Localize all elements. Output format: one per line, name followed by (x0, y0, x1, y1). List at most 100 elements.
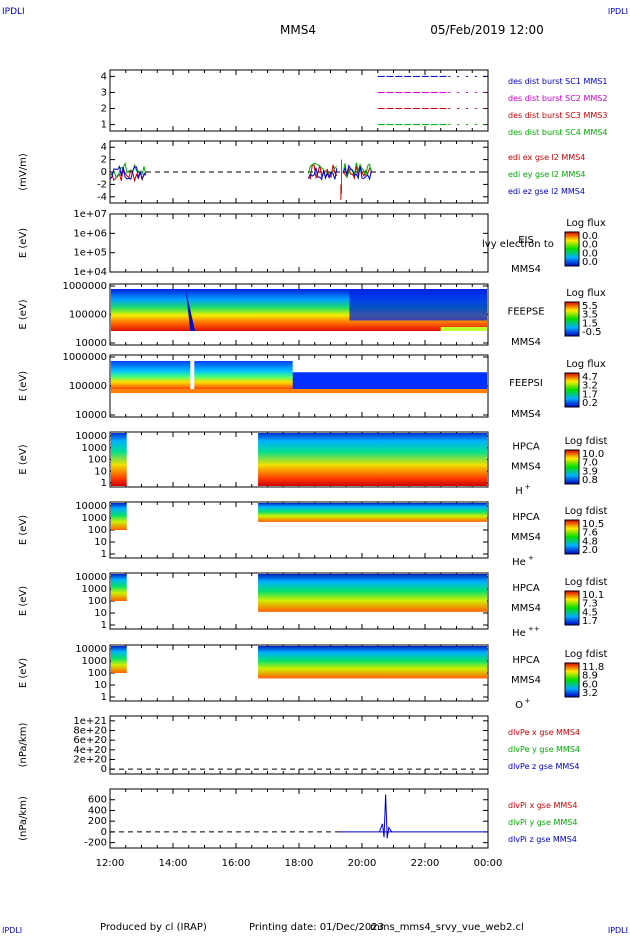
y-axis-label: (nPa/km) (18, 796, 29, 841)
edi-trace (342, 162, 372, 178)
colorbar (564, 662, 580, 698)
ytick-label: 100 (88, 525, 107, 536)
legend-entry: dlvPe y gse MMS4 (508, 745, 580, 754)
header-mission: MMS4 (280, 23, 316, 37)
footer-printing-date: Printing date: 01/Dec/2023 (249, 922, 384, 933)
legend-entry: des dist burst SC4 MMS4 (508, 128, 607, 137)
panel-feeps-ions: 1000000 100000 10000 E (eV) FEEPSI MMS4 Log fl… (18, 352, 606, 421)
ytick-label: 0 (101, 167, 107, 178)
species-label: He (512, 628, 526, 639)
colorbar-tick-label: 4.8 (582, 536, 598, 547)
ytick-label: 1e+04 (73, 267, 107, 278)
footer-produced-by: Produced by cl (IRAP) (100, 922, 207, 933)
colorbar (564, 231, 580, 267)
ytick-label: 10000 (75, 501, 107, 512)
colorbar-tick-label: 0.0 (582, 231, 598, 242)
instrument-label: HPCA (512, 442, 540, 453)
instrument-label: EIS (518, 235, 534, 246)
spectrogram (111, 433, 127, 486)
species-charge: + (525, 697, 531, 705)
x-tick-label: 14:00 (159, 858, 188, 869)
dlvpi-spike (378, 794, 393, 839)
spectrogram-band (292, 372, 487, 390)
colorbar (564, 372, 580, 408)
edi-trace (342, 164, 372, 181)
spectrogram-gap (190, 361, 195, 390)
colorbar-tick-label: 5.5 (582, 301, 598, 312)
panel-feeps-electrons: 1000000 100000 10000 E (eV) FEEPSE MMS4 Log fl… (18, 281, 606, 349)
colorbar-tick-label: 11.8 (582, 662, 604, 673)
ytick-label: 1000000 (62, 352, 107, 363)
colorbar-tick-label: 1.7 (582, 616, 598, 627)
colorbar-title: Log fdist (565, 436, 608, 447)
spacecraft-label: MMS4 (511, 603, 541, 614)
ytick-label: 3 (101, 87, 107, 98)
ytick-label: 100 (88, 455, 107, 466)
legend-entry: dlvPe x gse MMS4 (508, 728, 580, 737)
ytick-label: -200 (84, 838, 107, 849)
ytick-label: 2 (101, 155, 107, 166)
ytick-label: 2 (101, 104, 107, 115)
colorbar-tick-label: 8.9 (582, 671, 598, 682)
spectrogram (258, 574, 487, 612)
species-label: He (512, 557, 526, 568)
x-tick-label: 18:00 (285, 858, 314, 869)
ytick-label: 1 (101, 478, 107, 489)
colorbar-tick-label: 1.5 (582, 318, 598, 329)
ytick-label: 1000000 (62, 281, 107, 292)
colorbar-title: Log fdist (565, 577, 608, 588)
panel-frame (109, 715, 489, 775)
ytick-label: 10 (94, 608, 107, 619)
spectrogram-band (111, 389, 487, 394)
spectrogram (111, 503, 127, 530)
spectrogram-overlay (349, 289, 487, 321)
ytick-label: 100 (88, 596, 107, 607)
ytick-label: 100 (88, 668, 107, 679)
time-axis: 12:00 14:00 16:00 18:00 20:00 22:00 00:00 (96, 858, 503, 869)
spectrogram (111, 646, 127, 673)
panel-frame (109, 788, 489, 849)
colorbar-tick-label: 3.9 (582, 466, 598, 477)
colorbar-tick-label: 7.0 (582, 458, 598, 469)
colorbar-tick-label: -0.5 (582, 327, 602, 338)
corner-label-bottom-right: IPDLI (608, 926, 628, 934)
species-charge: + (528, 554, 534, 562)
panels: 1 2 3 4 des dist burst SC1 MMS1 des dist burs… (18, 69, 607, 849)
ytick-label: 1000 (82, 513, 107, 524)
ytick-label: 0 (101, 764, 107, 775)
legend-entry: dlvPe z gse MMS4 (508, 762, 579, 771)
y-axis-label: E (eV) (18, 586, 29, 616)
y-axis-label: E (eV) (18, 371, 29, 401)
ytick-label: 4 (101, 142, 107, 153)
ytick-label: 10 (94, 537, 107, 548)
ytick-label: 2e+20 (73, 755, 107, 766)
footer-filename: mms_mms4_srvy_vue_web2.cl (370, 922, 524, 933)
species-charge: ++ (528, 625, 540, 633)
ytick-label: 10000 (75, 410, 107, 421)
ytick-label: 4e+20 (73, 745, 107, 756)
colorbar (564, 449, 580, 485)
y-axis-label: E (eV) (18, 299, 29, 329)
y-axis-label: E (eV) (18, 228, 29, 258)
colorbar-tick-label: 0.8 (582, 475, 598, 486)
edi-trace (308, 167, 338, 181)
ytick-label: 4 (101, 71, 107, 82)
spacecraft-label: MMS4 (511, 264, 541, 275)
spacecraft-label: MMS4 (511, 337, 541, 348)
ytick-label: 1e+07 (73, 209, 107, 220)
corner-label-top-right: IPDLI (608, 7, 628, 16)
spectrogram (258, 646, 487, 679)
colorbar-tick-label: 0.2 (582, 398, 598, 409)
species-charge: + (525, 483, 531, 491)
ytick-label: 1e+05 (73, 248, 107, 259)
panel-burst-intervals: 1 2 3 4 des dist burst SC1 MMS1 des dist burs… (101, 69, 607, 137)
spectrogram (111, 574, 127, 601)
colorbar-tick-label: 0.0 (582, 248, 598, 259)
corner-label-top-left: IPDLI (2, 7, 25, 17)
ytick-label: -2 (97, 179, 107, 190)
instrument-label: HPCA (512, 583, 540, 594)
colorbar-tick-label: 7.3 (582, 599, 598, 610)
